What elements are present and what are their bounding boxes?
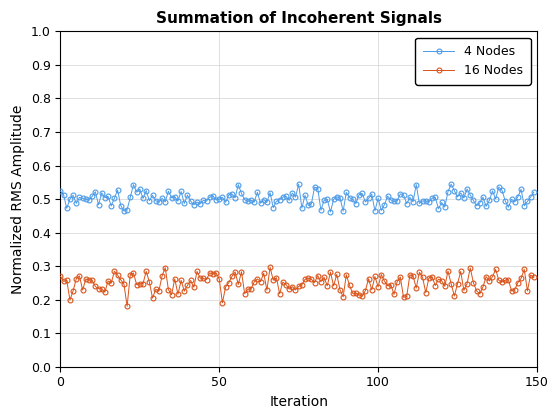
16 Nodes: [311, 280, 318, 285]
X-axis label: Iteration: Iteration: [269, 395, 328, 409]
Line: 4 Nodes: 4 Nodes: [58, 182, 536, 214]
Title: Summation of Incoherent Signals: Summation of Incoherent Signals: [156, 11, 442, 26]
4 Nodes: [57, 189, 64, 194]
4 Nodes: [295, 181, 302, 186]
16 Nodes: [57, 274, 64, 279]
Legend: 4 Nodes, 16 Nodes: 4 Nodes, 16 Nodes: [416, 38, 531, 85]
16 Nodes: [216, 277, 223, 282]
16 Nodes: [530, 275, 537, 280]
16 Nodes: [124, 304, 130, 309]
16 Nodes: [267, 265, 273, 270]
16 Nodes: [391, 292, 398, 297]
Y-axis label: Normalized RMS Amplitude: Normalized RMS Amplitude: [11, 104, 25, 294]
4 Nodes: [454, 194, 461, 200]
4 Nodes: [330, 197, 337, 202]
4 Nodes: [213, 197, 220, 202]
16 Nodes: [330, 283, 337, 288]
16 Nodes: [248, 286, 254, 291]
16 Nodes: [454, 281, 461, 286]
4 Nodes: [391, 199, 398, 204]
Line: 16 Nodes: 16 Nodes: [58, 265, 536, 309]
4 Nodes: [245, 199, 251, 204]
4 Nodes: [327, 209, 334, 214]
4 Nodes: [530, 190, 537, 195]
4 Nodes: [308, 201, 315, 206]
